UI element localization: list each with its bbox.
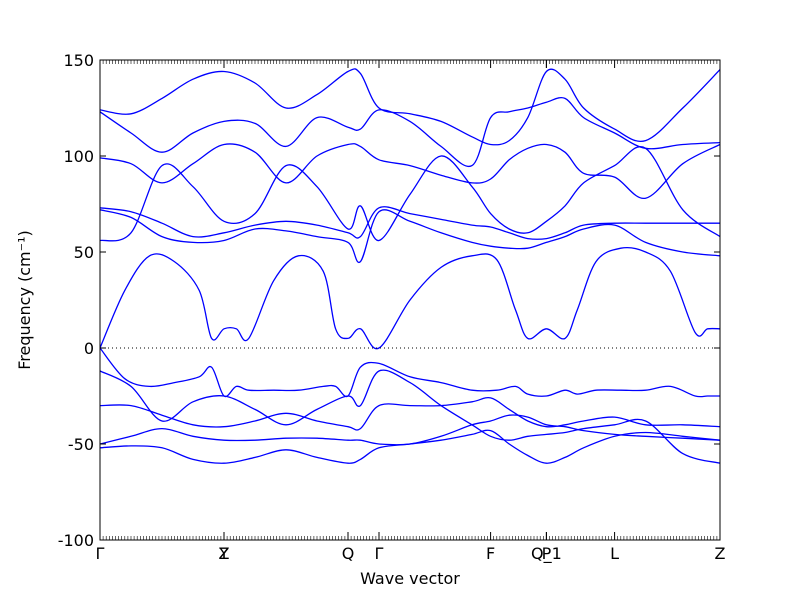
x-tick-label: Y	[218, 544, 229, 563]
y-tick-label: 0	[84, 339, 94, 358]
band-line-2	[100, 97, 720, 168]
x-tick-label: Γ	[375, 544, 384, 563]
band-line-7	[100, 246, 720, 350]
x-axis: Γ YZ Q Γ F PQ_1 L Z	[96, 60, 726, 564]
x-tick-label: F	[486, 544, 495, 563]
x-tick-label: L	[610, 544, 619, 563]
x-tick-label: Q_1	[531, 544, 562, 564]
y-tick-label: 100	[63, 147, 94, 166]
band-line-3	[100, 143, 720, 199]
x-tick-label: Γ	[96, 544, 105, 563]
band-line-1	[100, 68, 720, 146]
band-line-8	[100, 347, 720, 398]
y-tick-label: -50	[68, 435, 94, 454]
y-tick-label: 150	[63, 51, 94, 70]
x-tick-label: Z	[219, 544, 230, 563]
x-tick-label: Q	[342, 544, 355, 563]
band-line-5	[100, 206, 720, 240]
y-tick-label: -100	[58, 531, 94, 550]
band-line-10	[100, 396, 720, 431]
band-line-11	[100, 414, 720, 446]
band-line-6	[100, 209, 720, 264]
band-line-12	[100, 429, 720, 464]
x-tick-label: Z	[715, 544, 726, 563]
y-axis: -100 -50 0 50 100 150	[58, 51, 720, 550]
band-line-9	[100, 369, 720, 464]
series-lines	[100, 68, 720, 464]
x-tick-label: P	[542, 544, 552, 563]
y-tick-label: 50	[74, 243, 94, 262]
y-axis-title: Frequency (cm⁻¹)	[15, 230, 34, 369]
band-line-4	[100, 146, 720, 242]
x-axis-title: Wave vector	[360, 569, 460, 588]
